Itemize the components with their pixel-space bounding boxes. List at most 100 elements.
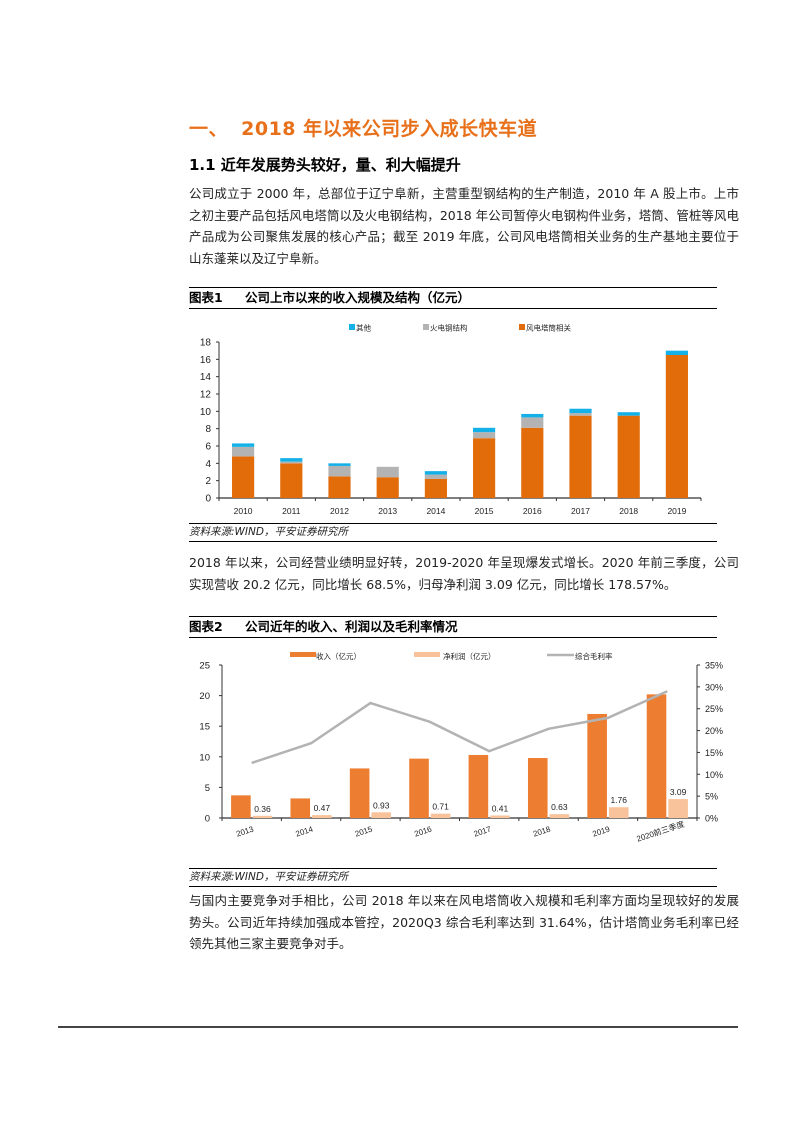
bar-segment <box>617 415 640 498</box>
net-profit-label: 1.76 <box>610 795 627 805</box>
right-y-tick-label: 5% <box>705 792 718 802</box>
bar-segment <box>473 427 496 433</box>
net-profit-label: 0.63 <box>551 802 568 812</box>
bar-segment <box>569 413 592 416</box>
bar-segment <box>665 355 688 498</box>
left-y-tick-label: 5 <box>205 783 210 794</box>
x-tick-label: 2020前三季度 <box>635 819 685 844</box>
section-title: 2018 年以来公司步入成长快车道 <box>241 118 538 140</box>
net-profit-label: 0.47 <box>314 803 331 813</box>
bar-segment <box>521 427 544 498</box>
figure-2-source: 资料来源:WIND，平安证券研究所 <box>189 868 717 887</box>
x-tick-label: 2019 <box>591 824 611 838</box>
figure-2-label: 图表2 <box>189 619 223 634</box>
bar-segment <box>569 408 592 414</box>
legend-item: 其他 <box>349 323 371 333</box>
section-number: 一、 <box>189 118 229 140</box>
figure-2-title: 图表2 公司近年的收入、利润以及毛利率情况 <box>189 616 717 638</box>
x-tick-label: 2018 <box>619 506 638 516</box>
bar-segment <box>424 478 447 498</box>
bar-segment <box>569 415 592 498</box>
net-profit-label: 0.93 <box>373 800 390 810</box>
y-tick-label: 6 <box>205 442 211 453</box>
x-tick-label: 2016 <box>523 506 542 516</box>
bar-segment <box>328 465 351 477</box>
y-tick-label: 12 <box>200 390 212 401</box>
figure-1-title: 图表1 公司上市以来的收入规模及结构（亿元） <box>189 287 717 309</box>
left-y-tick-label: 20 <box>199 691 210 702</box>
net-profit-bar <box>312 815 332 818</box>
footer-divider <box>58 1026 738 1028</box>
section-heading: 一、 2018 年以来公司步入成长快车道 <box>189 114 537 141</box>
chart-2-revenue-profit-margin: 收入（亿元） 净利润（亿元） 综合毛利率 0 5 10 15 20 25 0% 5% 10% 15% 20… <box>199 651 723 844</box>
x-tick-label: 2014 <box>426 506 445 516</box>
right-y-tick-label: 30% <box>705 682 723 692</box>
x-tick-label: 2013 <box>235 824 255 838</box>
legend-item: 综合毛利率 <box>547 651 613 661</box>
bar-segment <box>521 417 544 428</box>
y-tick-label: 16 <box>200 355 212 366</box>
bar-segment <box>328 463 351 466</box>
bar-segment <box>521 413 544 418</box>
chart-1-revenue-structure: 其他 火电钢结构 风电塔筒相关 0 2 4 6 8 10 12 14 16 18 2010 2011 2012… <box>200 323 702 516</box>
y-tick-label: 14 <box>200 372 212 383</box>
net-profit-label: 3.09 <box>670 787 687 797</box>
revenue-bar <box>290 798 311 818</box>
net-profit-label: 0.41 <box>492 803 509 813</box>
net-profit-bar <box>252 815 273 818</box>
bar-segment <box>232 443 255 447</box>
svg-text:净利润（亿元）: 净利润（亿元） <box>443 651 496 661</box>
right-y-tick-label: 35% <box>705 661 723 671</box>
x-tick-label: 2017 <box>473 824 493 838</box>
bar-segment <box>617 412 640 416</box>
revenue-bar <box>409 758 429 818</box>
legend-item: 火电钢结构 <box>423 323 468 333</box>
net-profit-label: 0.36 <box>254 804 271 814</box>
right-y-tick-label: 0% <box>705 814 718 824</box>
growth-paragraph: 2018 年以来，公司经营业绩明显好转，2019-2020 年呈现爆发式增长。2… <box>189 555 739 592</box>
figure-1-source: 资料来源:WIND，平安证券研究所 <box>189 523 717 542</box>
bar-segment <box>232 446 255 457</box>
right-y-tick-label: 25% <box>705 704 723 714</box>
x-tick-label: 2016 <box>413 824 433 838</box>
bar-segment <box>232 456 255 498</box>
legend-label: 风电塔筒相关 <box>526 323 571 333</box>
subsection-heading: 1.1 近年发展势头较好，量、利大幅提升 <box>189 156 461 174</box>
intro-paragraph: 公司成立于 2000 年，总部位于辽宁阜新，主营重型钢结构的生产制造，2010 … <box>189 186 739 266</box>
right-y-tick-label: 20% <box>705 726 723 736</box>
legend-swatch <box>349 324 355 330</box>
bar-segment <box>376 477 399 498</box>
bar-segment <box>424 474 447 479</box>
left-y-tick-label: 0 <box>205 814 210 825</box>
net-profit-bar <box>608 807 629 818</box>
right-y-tick-label: 15% <box>705 748 723 758</box>
net-profit-bar <box>430 813 451 818</box>
legend-item: 净利润（亿元） <box>414 651 496 661</box>
x-tick-label: 2012 <box>330 506 349 516</box>
net-profit-label: 0.71 <box>432 802 449 812</box>
legend-swatch <box>423 324 429 330</box>
bar-segment <box>424 471 447 475</box>
legend-label: 火电钢结构 <box>430 323 468 333</box>
bar-segment <box>280 463 303 498</box>
figure-1-caption: 公司上市以来的收入规模及结构（亿元） <box>245 290 471 305</box>
x-tick-label: 2017 <box>571 506 590 516</box>
y-tick-label: 10 <box>200 407 212 418</box>
x-tick-label: 2015 <box>354 824 374 838</box>
y-tick-label: 4 <box>205 459 211 470</box>
right-y-tick-label: 10% <box>705 770 723 780</box>
bar-segment <box>280 461 303 464</box>
legend-label: 其他 <box>356 323 371 333</box>
bar-segment <box>665 350 688 355</box>
x-tick-label: 2010 <box>234 506 253 516</box>
bar-segment <box>376 466 399 478</box>
svg-text:收入（亿元）: 收入（亿元） <box>316 651 361 661</box>
y-tick-label: 18 <box>200 338 212 349</box>
svg-text:综合毛利率: 综合毛利率 <box>575 651 613 661</box>
x-tick-label: 2011 <box>282 506 301 516</box>
bar-segment <box>280 458 303 462</box>
legend-item: 收入（亿元） <box>290 651 361 661</box>
x-tick-label: 2014 <box>294 824 314 838</box>
bar-segment <box>473 438 496 498</box>
bar-segment <box>328 476 351 498</box>
